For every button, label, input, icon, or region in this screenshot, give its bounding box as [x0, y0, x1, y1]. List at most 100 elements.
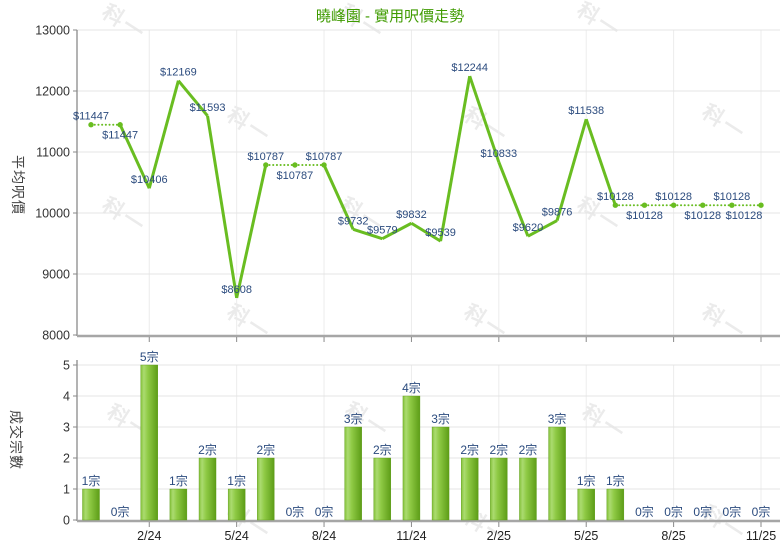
bar-count-label: 0宗	[315, 504, 334, 519]
x-axis-tick-label: 2/25	[487, 529, 511, 543]
price-point-marker	[700, 202, 706, 208]
bar-count-label: 3宗	[548, 411, 567, 426]
bar-count-label: 1宗	[82, 473, 101, 488]
price-line-segment	[584, 118, 617, 206]
y-axis-tick-label: 3	[63, 421, 70, 435]
transaction-bar	[198, 457, 217, 521]
y-axis-tick-label: 8000	[42, 329, 70, 343]
bar-count-label: 2宗	[460, 442, 479, 457]
price-point-label: $10787	[306, 151, 343, 163]
price-point-label: $10787	[277, 170, 314, 182]
price-point-label: $10128	[655, 191, 692, 203]
price-point-marker	[88, 122, 94, 128]
y-axis-tick-label: 4	[63, 390, 70, 404]
bar-count-label: 2宗	[489, 442, 508, 457]
bar-count-label: 0宗	[752, 504, 771, 519]
y-axis-tick-label: 2	[63, 452, 70, 466]
price-line-segment	[497, 161, 530, 237]
transaction-bar	[140, 364, 158, 521]
transaction-bar	[606, 488, 625, 521]
bar-count-label: 1宗	[169, 473, 188, 488]
price-line-segment	[177, 79, 209, 117]
x-axis-tick-label: 5/24	[224, 529, 248, 543]
price-point-label: $11447	[73, 111, 109, 123]
price-point-marker	[292, 162, 298, 168]
transaction-bar	[169, 488, 188, 521]
bar-count-label: 2宗	[519, 442, 538, 457]
bar-count-label: 2宗	[373, 442, 392, 457]
price-point-label: $12244	[451, 62, 488, 74]
x-axis-tick-label: 11/25	[746, 529, 776, 543]
y-axis-tick-label: 0	[63, 514, 70, 528]
price-point-label: $9832	[396, 209, 427, 221]
price-point-label: $10787	[247, 151, 284, 163]
price-line-segment	[555, 118, 588, 221]
x-axis-tick-label: 2/24	[137, 529, 161, 543]
price-point-label: $11538	[568, 105, 604, 117]
price-point-label: $9732	[338, 215, 369, 227]
price-point-label: $10128	[714, 191, 751, 203]
transaction-bar	[373, 457, 392, 521]
price-point-label: $11593	[190, 102, 226, 114]
price-line-segment	[527, 219, 558, 238]
price-line-segment	[147, 80, 180, 189]
y-axis-tick-label: 5	[63, 359, 70, 373]
bar-count-label: 1宗	[227, 473, 246, 488]
price-point-marker	[117, 122, 123, 128]
y-axis-tick-label: 10000	[35, 207, 70, 221]
transaction-bar	[431, 426, 450, 521]
bar-count-label: 0宗	[664, 504, 683, 519]
bar-count-label: 2宗	[256, 442, 275, 457]
price-line-segment	[352, 227, 383, 241]
bar-count-label: 1宗	[577, 473, 596, 488]
transaction-bar	[257, 457, 275, 521]
price-line-segment	[439, 75, 472, 242]
price-line-segment	[118, 124, 151, 189]
transaction-bar	[460, 457, 479, 521]
price-point-label: $8608	[221, 284, 252, 296]
price-line-segment	[468, 75, 501, 163]
bar-count-label: 0宗	[286, 504, 305, 519]
price-line-segment	[410, 221, 442, 243]
bar-chart-y-axis-title: 成交宗數	[8, 410, 24, 470]
price-point-marker	[670, 202, 677, 208]
line-chart-y-axis-title: 平均呎價	[10, 155, 26, 215]
x-axis-tick-label: 11/24	[396, 529, 426, 543]
bar-count-label: 3宗	[431, 411, 450, 426]
bar-count-label: 2宗	[198, 442, 217, 457]
transaction-bar	[490, 457, 508, 521]
transaction-bar	[519, 457, 537, 521]
price-point-label: $10128	[626, 210, 663, 222]
price-line-segment	[235, 164, 268, 299]
x-axis-tick-label: 8/25	[661, 529, 685, 543]
x-axis-tick-label: 8/24	[312, 529, 336, 543]
price-point-label: $9876	[542, 207, 573, 219]
price-point-label: $9620	[513, 222, 544, 234]
price-point-marker	[321, 162, 327, 168]
y-axis-tick-label: 13000	[35, 24, 70, 38]
price-point-label: $12169	[160, 67, 197, 79]
price-point-marker	[263, 162, 269, 168]
price-point-label: $10128	[726, 210, 763, 222]
y-axis-tick-label: 12000	[35, 85, 70, 99]
bar-count-label: 0宗	[693, 504, 712, 519]
price-point-label: $10406	[131, 174, 168, 186]
transaction-bar	[548, 426, 566, 521]
price-point-label: $10128	[597, 191, 634, 203]
bar-count-label: 0宗	[111, 504, 130, 519]
price-point-marker	[729, 202, 735, 208]
price-line-segment	[381, 221, 413, 241]
chart-title: 曉峰園 - 實用呎價走勢	[315, 8, 465, 25]
x-axis-tick-label: 5/25	[574, 529, 598, 543]
bar-count-label: 3宗	[344, 411, 363, 426]
price-line-segment	[322, 164, 355, 230]
transaction-bar	[227, 488, 246, 521]
transaction-bar	[402, 395, 421, 521]
price-point-label: $9579	[367, 225, 398, 237]
y-axis-tick-label: 1	[63, 483, 70, 497]
price-point-label: $10128	[684, 210, 721, 222]
bar-count-label: 4宗	[402, 380, 421, 395]
price-point-label: $11447	[102, 130, 138, 142]
